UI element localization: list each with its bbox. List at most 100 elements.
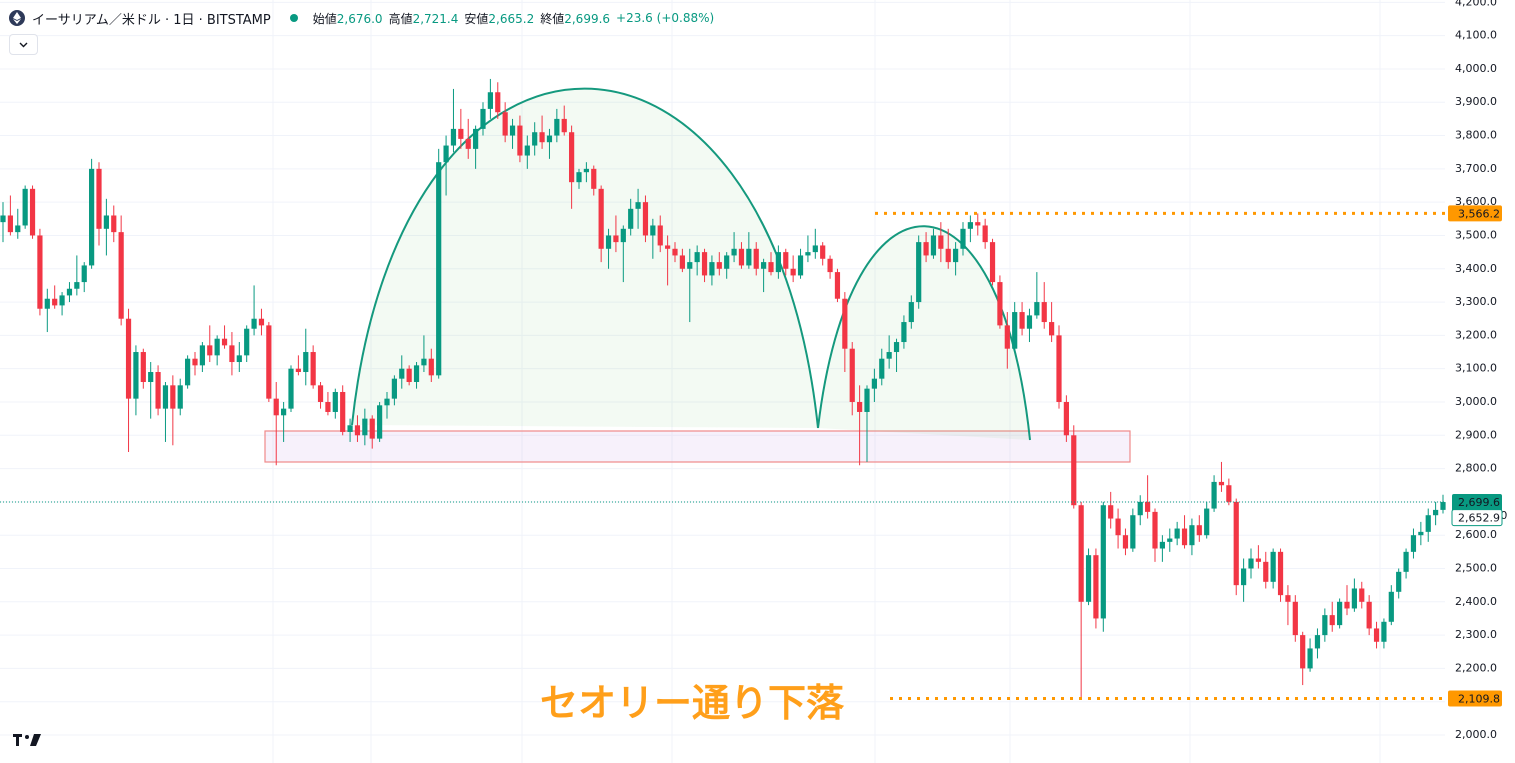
candle-body [938, 235, 944, 249]
legend-key: 高値 [388, 11, 413, 26]
candle-body [473, 128, 479, 149]
last-price-label: 2,699.6 [1458, 496, 1500, 509]
status-dot [289, 14, 298, 22]
candle-body [391, 378, 397, 399]
candle-body [1189, 525, 1195, 546]
candle-body [1012, 312, 1018, 349]
candle-body [421, 358, 427, 366]
candle-body [15, 225, 21, 233]
candle-body [975, 222, 981, 226]
candle-body [1285, 595, 1291, 602]
candle-body [893, 342, 900, 353]
candle-body [1277, 551, 1284, 596]
candle-body [642, 202, 649, 236]
candle-body [96, 168, 102, 229]
candle-body [879, 358, 885, 379]
candle-body [185, 358, 191, 386]
candle-body [532, 132, 538, 146]
candle-body [576, 172, 582, 183]
candle-body [908, 302, 914, 323]
candle-body [0, 215, 6, 223]
y-tick-label: 2,400.0 [1455, 595, 1497, 608]
y-tick-label: 3,900.0 [1455, 95, 1497, 108]
candle-body [1270, 551, 1276, 582]
collapse-button[interactable] [9, 34, 38, 55]
candle-body [1337, 601, 1343, 626]
candle-body [317, 385, 324, 402]
candle-body [103, 215, 109, 229]
level-tag [1448, 690, 1502, 707]
candle-body [546, 135, 553, 143]
y-tick-label: 3,100.0 [1455, 362, 1497, 375]
candle-body [229, 345, 235, 363]
candle-body [539, 132, 545, 143]
candle-body [1211, 481, 1217, 509]
candle-body [244, 328, 250, 356]
candle-body [399, 368, 405, 379]
candle-body [687, 262, 693, 269]
candle-body [74, 282, 80, 289]
candle-body [694, 252, 700, 263]
y-tick-label: 3,200.0 [1455, 328, 1497, 341]
candle-body [1359, 588, 1365, 602]
candle-body [716, 262, 722, 269]
candle-body [1344, 601, 1350, 609]
candle-body [1071, 435, 1077, 506]
candle-body [1174, 528, 1180, 539]
candle-body [598, 188, 604, 249]
candle-body [1078, 505, 1084, 602]
candle-body [554, 118, 560, 136]
candle-body [605, 235, 612, 249]
candle-body [81, 265, 87, 283]
candle-body [258, 318, 265, 326]
candle-body [761, 262, 767, 269]
candle-body [1034, 302, 1040, 316]
candle-body [281, 408, 287, 416]
candle-body [177, 385, 183, 409]
candle-body [679, 255, 685, 269]
candle-body [148, 372, 154, 382]
marker-label: 2,652.9 [1458, 512, 1500, 525]
y-tick-label: 3,800.0 [1455, 129, 1497, 142]
candle-body [1004, 325, 1010, 349]
candle-body [214, 338, 220, 356]
candle-body [982, 225, 988, 243]
y-tick-label: 4,000.0 [1455, 62, 1497, 75]
candle-body [428, 358, 434, 376]
candle-body [953, 248, 959, 263]
candle-body [738, 248, 745, 266]
annotation: セオリー通り下落 [540, 681, 845, 725]
price-tags: 3,566.22,109.82,699.618:32:302,652.9 [0, 205, 1507, 707]
eth-icon [9, 10, 25, 26]
candle-body [1085, 555, 1092, 602]
candle-body [1041, 302, 1047, 323]
y-tick-label: 2,500.0 [1455, 562, 1497, 575]
candle-body [236, 355, 242, 363]
candle-body [133, 352, 139, 399]
candle-body [1019, 312, 1025, 329]
candle-body [1196, 525, 1202, 536]
candle-body [1366, 601, 1372, 629]
y-tick-label: 3,000.0 [1455, 395, 1497, 408]
candle-body [783, 252, 789, 269]
candle-body [1218, 481, 1225, 486]
candle-body [1115, 518, 1121, 536]
candle-body [347, 425, 353, 432]
candle-body [1137, 501, 1143, 516]
y-tick-label: 2,200.0 [1455, 661, 1497, 674]
candle-body [1181, 528, 1188, 546]
y-tick-label: 2,000.0 [1455, 728, 1497, 741]
candle-body [1255, 558, 1261, 562]
candle-body [332, 391, 338, 412]
candle-body [827, 258, 833, 273]
candle-body [1152, 511, 1158, 549]
candle-body [1056, 335, 1062, 402]
candle-body [731, 248, 737, 256]
candle-body [29, 188, 36, 236]
candle-body [1159, 541, 1165, 549]
candle-body [66, 288, 73, 296]
candle-body [37, 235, 43, 309]
candle-body [1263, 561, 1269, 582]
